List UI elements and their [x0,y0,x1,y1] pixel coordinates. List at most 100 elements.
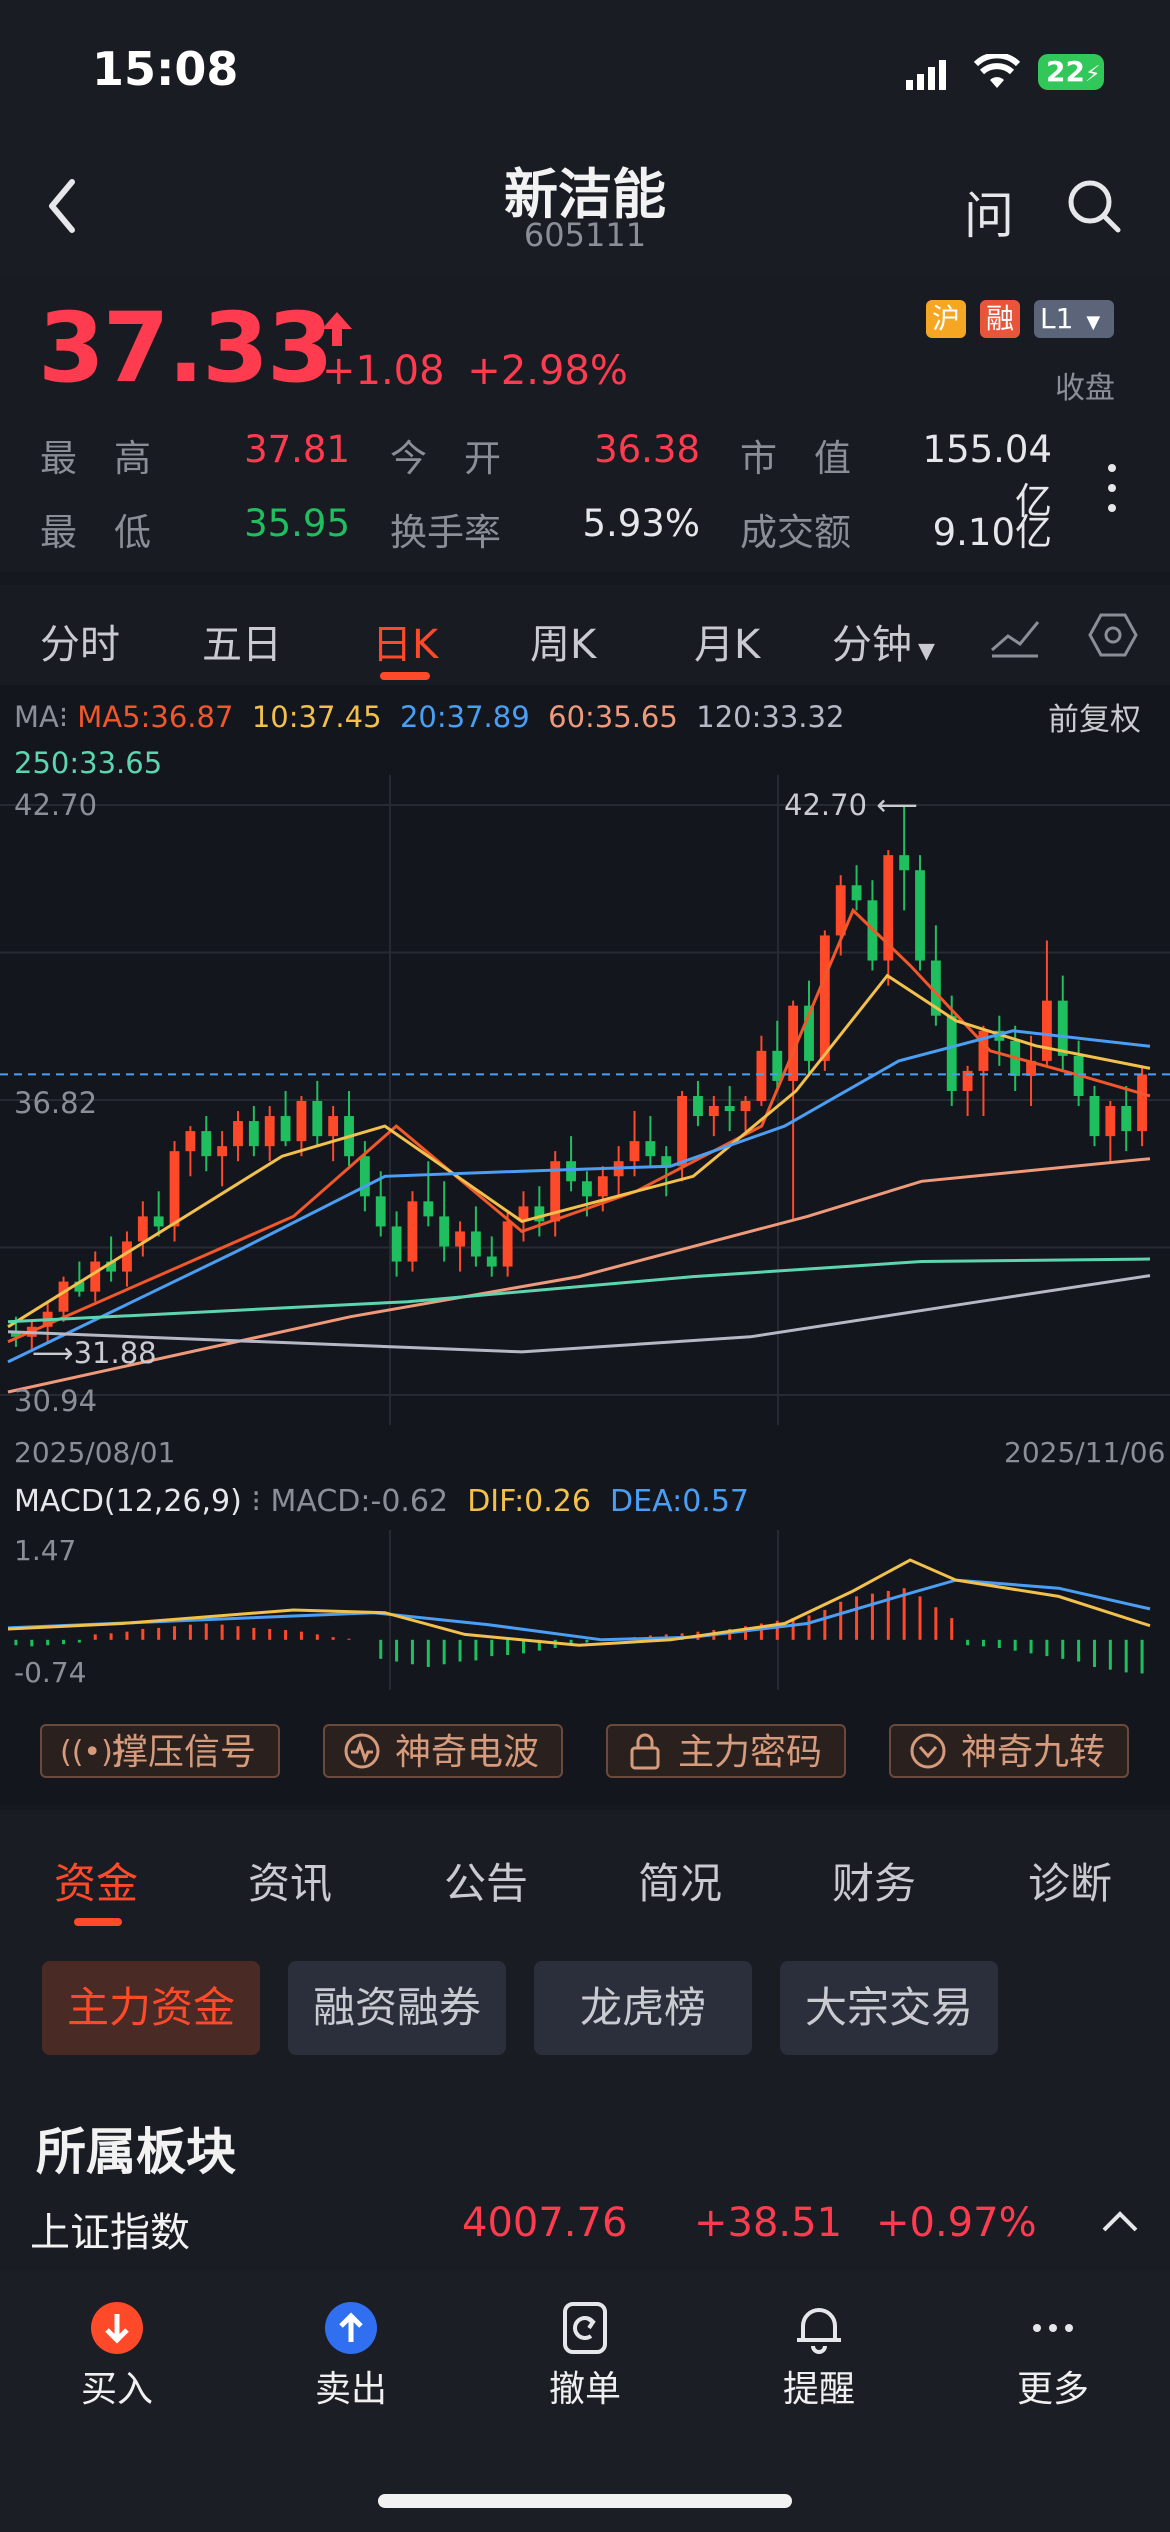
status-time: 15:08 [92,42,239,96]
tab-monthly-k[interactable]: 月K [694,622,761,668]
macd-value: MACD:-0.62 [270,1484,449,1519]
buy-icon [91,2302,143,2354]
nav-buy-label: 买入 [80,2369,153,2410]
signal-wave-icon: ((•)) [60,1735,125,1770]
candle-body [756,1050,767,1102]
adjust-mode-button[interactable]: 前复权 [1048,702,1141,738]
candle-body [1121,1106,1132,1132]
ma5-value: MA5:36.87 [77,700,234,734]
stat-value-high: 37.81 [244,428,350,471]
level-badge-label: L1 [1040,302,1074,335]
nav-sell[interactable]: 卖出 [281,2300,421,2412]
ma-line-ma10 [7,973,1151,1329]
tab-announcements[interactable]: 公告 [444,1859,529,1908]
y-axis-bottom-label: 30.94 [14,1384,98,1418]
candlestick-chart[interactable] [0,775,1170,1425]
stat-value-turnover: 5.93% [582,502,700,545]
sector-row[interactable]: 上证指数 4007.76 +38.51 +0.97% [0,2190,1170,2260]
candle-body [328,1116,339,1137]
date-end-label: 2025/11/06 [1004,1436,1166,1469]
tab-minute[interactable]: 分钟 ▼ [832,612,935,670]
tab-weekly-k[interactable]: 周K [530,622,597,668]
sector-name: 上证指数 [30,2210,190,2256]
main-force-code-label: 主力密码 [678,1732,823,1773]
candle-body [883,855,894,961]
stat-label-mktcap: 市 值 [740,437,851,480]
sector-heading: 所属板块 [36,2123,236,2181]
pill-margin-trading[interactable]: 融资融券 [288,1961,506,2055]
candle-body [1026,1060,1036,1076]
date-start-label: 2025/08/01 [14,1436,176,1469]
candle-body [296,1101,307,1142]
tab-financials[interactable]: 财务 [832,1859,917,1908]
candle-body [264,1116,275,1147]
settings-hex-icon[interactable] [1088,612,1138,662]
draw-line-icon[interactable] [990,614,1040,662]
tab-five-day[interactable]: 五日 [202,622,282,668]
quote-panel [0,276,1170,572]
tab-diagnosis[interactable]: 诊断 [1028,1859,1113,1908]
tab-daily-k[interactable]: 日K [372,622,439,668]
candle-body [566,1161,576,1182]
ma-line-ma120 [7,1274,1151,1354]
candle-body [169,1151,180,1227]
ma-legend[interactable]: MA⁝ MA5:36.87 10:37.45 20:37.89 60:35.65… [14,700,845,780]
candle-body [518,1206,529,1222]
candle-body [153,1216,164,1227]
bottom-nav [0,2270,1170,2532]
nav-alert[interactable]: 提醒 [749,2300,889,2412]
macd-background [0,1530,1170,1690]
magic-nine-button[interactable]: 神奇九转 [889,1724,1129,1778]
nav-more[interactable]: 更多 [983,2300,1123,2412]
low-marker-label: ⟶31.88 [32,1336,157,1370]
candle-body [439,1216,450,1247]
back-icon[interactable] [44,176,80,240]
magic-wave-button[interactable]: 神奇电波 [323,1724,563,1778]
nav-alert-label: 提醒 [782,2369,855,2410]
ask-button[interactable]: 问 [964,187,1014,245]
candle-body [502,1221,513,1267]
macd-title: MACD(12,26,9) [14,1484,242,1519]
signal-icon [906,58,946,94]
stat-value-open: 36.38 [594,428,700,471]
pulse-icon [343,1732,381,1786]
tab-intraday[interactable]: 分时 [40,622,120,668]
candle-body [201,1131,212,1157]
pill-block-trade[interactable]: 大宗交易 [780,1961,998,2055]
level-badge[interactable]: L1 ▼ [1034,300,1114,338]
more-vertical-icon[interactable] [1104,462,1120,518]
tab-news[interactable]: 资讯 [248,1859,333,1908]
support-resistance-button[interactable]: ((•)) 撑压信号 [40,1724,280,1778]
macd-chart[interactable] [0,1530,1170,1690]
wifi-icon [973,52,1021,94]
candle-body [1089,1095,1100,1137]
candle-body [550,1161,561,1222]
ma-line-ma250 [7,1257,1151,1324]
search-icon[interactable] [1066,178,1122,238]
pill-dragon-tiger[interactable]: 龙虎榜 [534,1961,752,2055]
tab-profile[interactable]: 简况 [638,1859,723,1908]
chevron-circle-icon [909,1732,947,1786]
main-force-code-button[interactable]: 主力密码 [606,1724,846,1778]
stat-label-amount: 成交额 [740,511,851,554]
ma-line-ma60 [7,1157,1151,1394]
nav-sell-label: 卖出 [314,2369,387,2410]
pill-main-funds[interactable]: 主力资金 [42,1961,260,2055]
ma60-value: 60:35.65 [548,700,678,734]
candle-body [137,1216,148,1242]
candle-body [11,1331,21,1337]
tab-funds[interactable]: 资金 [54,1859,139,1908]
caret-down-icon: ▼ [918,639,935,664]
candle-body [248,1121,259,1147]
sell-icon [325,2302,377,2354]
nav-buy[interactable]: 买入 [47,2300,187,2412]
magic-nine-label: 神奇九转 [961,1732,1106,1773]
candle-body [915,870,925,961]
chevron-up-icon[interactable] [1100,2210,1140,2238]
ma20-value: 20:37.89 [399,700,530,734]
nav-cancel-order[interactable]: 撤单 [515,2300,655,2412]
last-price: 37.33 [38,292,334,404]
y-axis-mid-label: 36.82 [14,1086,98,1120]
low-marker-value: 31.88 [73,1336,157,1370]
macd-legend[interactable]: MACD(12,26,9) ⁝ MACD:-0.62 DIF:0.26 DEA:… [14,1484,750,1519]
